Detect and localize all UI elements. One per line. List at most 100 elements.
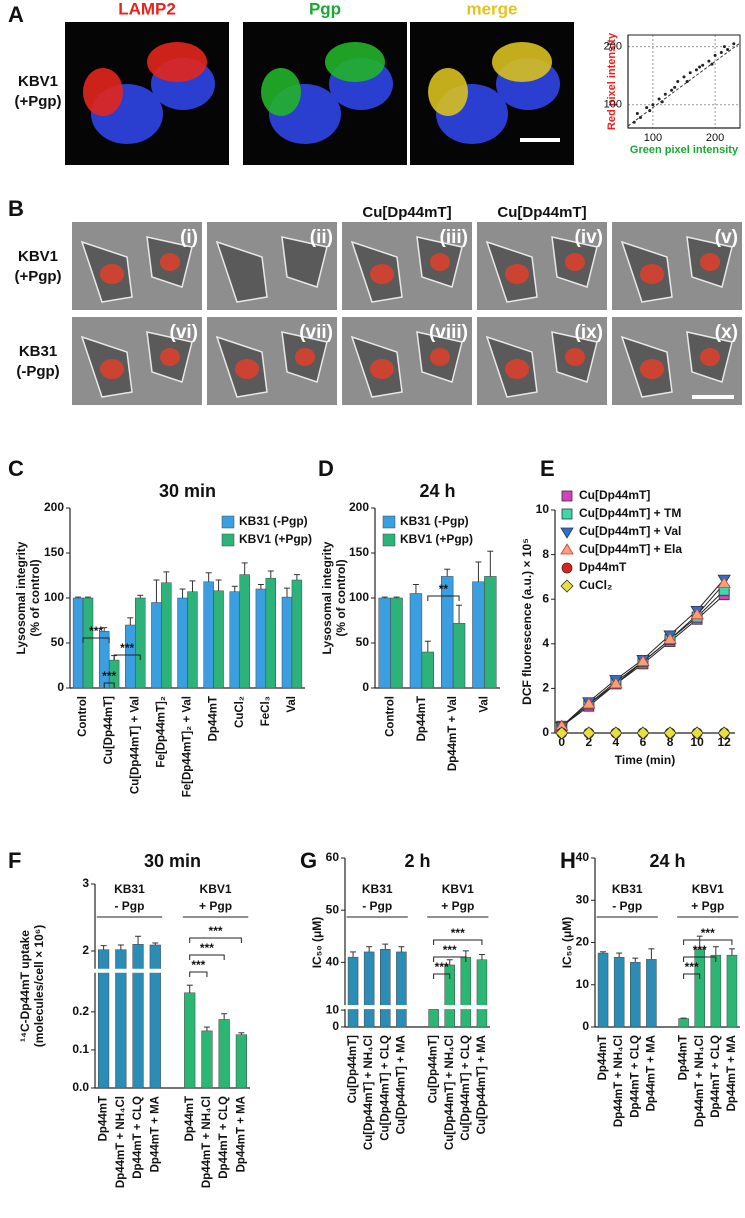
x-tick-label: Dp44mT + NH₄Cl	[694, 1035, 706, 1127]
bar	[630, 962, 641, 1028]
stain	[147, 42, 207, 82]
image-label: (iii)	[440, 227, 469, 248]
bar	[281, 596, 293, 689]
y-axis-label: Lysosomal integrity	[14, 541, 28, 654]
column-header: merge	[466, 0, 517, 18]
bar	[378, 597, 391, 689]
legend-swatch	[560, 579, 574, 593]
cell	[215, 240, 268, 303]
bar	[460, 956, 472, 1028]
x-tick-label: Dp44mT	[678, 1035, 690, 1080]
x-tick-label: Dp44mT + MA	[726, 1035, 738, 1111]
marker	[690, 608, 704, 620]
column-header: Cu[Dp44mT]	[362, 204, 451, 221]
row-label: KB31	[19, 343, 57, 360]
panel-letter: E	[540, 456, 555, 481]
x-tick-label: Cu[Dp44mT] + MA	[395, 1035, 407, 1134]
group-label: KBV1	[692, 882, 724, 896]
bar	[149, 944, 161, 1089]
x-tick-label: 100	[644, 132, 662, 144]
panel-letter: C	[8, 456, 24, 481]
stain	[83, 68, 123, 116]
group-note: + Pgp	[441, 899, 474, 913]
significance-bracket	[427, 595, 460, 601]
y-tick-label: 200	[604, 41, 622, 53]
significance-label: ***	[435, 960, 449, 974]
x-tick-label: Cu[Dp44mT] + MA	[476, 1035, 488, 1134]
legend-label: Cu[Dp44mT] + TM	[579, 506, 681, 520]
lysosome-stain	[505, 359, 529, 379]
y-tick-label: 10	[576, 977, 590, 991]
legend-swatch	[382, 533, 396, 547]
stain	[325, 42, 385, 82]
point	[663, 92, 667, 96]
image-label: (iv)	[575, 227, 604, 248]
legend-label: KBV1 (+Pgp)	[239, 532, 312, 546]
x-tick-label: Dp44mT + CLQ	[710, 1035, 722, 1118]
panel-letter: H	[560, 848, 576, 873]
x-tick-label: Cu[Dp44mT] + Val	[129, 696, 141, 794]
row-label: KBV1	[18, 73, 58, 90]
x-tick-label: Val	[478, 696, 490, 713]
x-tick-label: 2	[585, 735, 592, 749]
x-tick-label: 6	[640, 735, 647, 749]
significance-label: ***	[102, 669, 116, 683]
x-tick-label: Fe[Dp44mT]₂	[155, 696, 167, 768]
legend-label: Cu[Dp44mT]	[579, 488, 650, 502]
y-tick-label: 150	[44, 545, 64, 559]
y-tick-label: 30	[576, 892, 590, 906]
bar	[161, 582, 172, 689]
chart-title: 30 min	[159, 481, 216, 501]
bar	[484, 576, 497, 689]
legend-swatch	[561, 508, 573, 520]
legend-swatch	[221, 515, 235, 529]
y-tick-label: 100	[349, 590, 369, 604]
bar	[132, 944, 144, 1089]
column-header: LAMP2	[118, 0, 176, 18]
panel-letter: A	[8, 2, 24, 27]
row-label: (+Pgp)	[14, 268, 61, 285]
image-label: (ii)	[310, 227, 333, 248]
x-axis-label: Time (min)	[615, 753, 675, 767]
image-label: (x)	[715, 322, 738, 343]
bar	[229, 591, 240, 689]
marker	[663, 632, 677, 644]
panel-letter: D	[318, 456, 334, 481]
y-tick-label: 200	[44, 500, 64, 514]
y-tick-label: 60	[326, 850, 340, 864]
bar	[452, 622, 466, 689]
group-note: - Pgp	[612, 899, 642, 913]
x-tick-label: Dp44mT + MA	[149, 1096, 161, 1172]
significance-bracket	[683, 973, 701, 979]
bar	[135, 597, 146, 689]
bar	[409, 593, 423, 689]
y-axis-label: ¹⁴C-Dp44mT uptake	[18, 930, 32, 1042]
bar	[472, 581, 485, 689]
y-axis-label: (molecules/cell × 10⁶)	[32, 925, 46, 1048]
lysosome-stain	[430, 253, 450, 271]
point	[651, 103, 655, 107]
significance-bracket	[433, 939, 483, 945]
y-tick-label: 50	[51, 635, 65, 649]
legend-swatch	[561, 490, 573, 502]
cell	[281, 236, 328, 288]
lysosome-stain	[505, 264, 529, 284]
x-tick-label: 4	[613, 735, 620, 749]
group-label: KB31	[114, 882, 145, 896]
x-tick-label: Dp44mT + NH₄Cl	[613, 1035, 625, 1127]
bar	[265, 577, 277, 689]
group-note: - Pgp	[362, 899, 392, 913]
lysosome-stain	[700, 253, 720, 271]
x-tick-label: Dp44mT + Val	[447, 696, 459, 771]
marker	[582, 697, 596, 709]
x-tick-label: Dp44mT	[208, 696, 220, 741]
x-tick-label: 200	[706, 132, 724, 144]
bar	[421, 651, 434, 689]
chart-title: 24 h	[419, 481, 455, 501]
x-tick-label: Cu[Dp44mT]	[347, 1035, 359, 1104]
significance-label: ***	[451, 926, 465, 940]
x-tick-label: Dp44mT + MA	[645, 1035, 657, 1111]
significance-label: ***	[89, 624, 103, 638]
y-tick-label: 6	[542, 591, 549, 605]
y-tick-label: 100	[604, 99, 622, 111]
